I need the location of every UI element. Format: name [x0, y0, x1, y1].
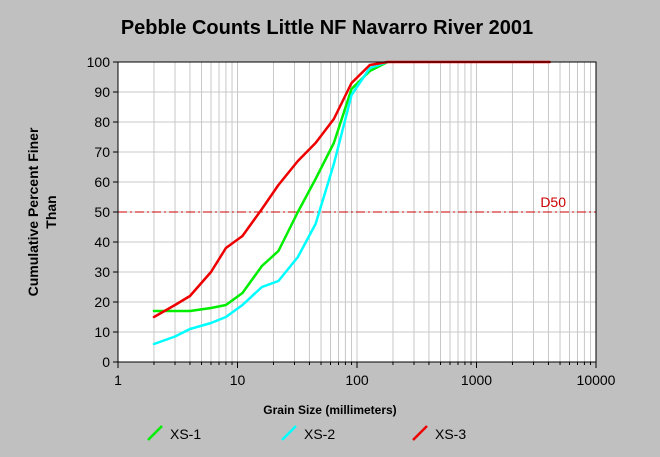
x-axis-label: Grain Size (millimeters): [263, 403, 396, 417]
y-axis-label-line2: Than: [43, 195, 59, 228]
legend-swatch-xs-2: [281, 425, 297, 441]
x-tick-label: 10000: [577, 372, 616, 388]
x-tick-label: 100: [345, 372, 369, 388]
y-tick-label: 30: [94, 264, 110, 280]
x-tick-label: 10: [230, 372, 246, 388]
y-tick-label: 0: [102, 354, 110, 370]
y-tick-label: 100: [87, 54, 111, 70]
legend-swatch-xs-1: [147, 425, 163, 441]
x-tick-label: 1: [114, 372, 122, 388]
legend-label-xs-2: XS-2: [304, 426, 335, 442]
y-tick-label: 10: [94, 324, 110, 340]
legend-label-xs-3: XS-3: [435, 426, 466, 442]
y-axis-label-line1: Cumulative Percent Finer: [25, 127, 41, 296]
y-tick-label: 60: [94, 174, 110, 190]
y-tick-label: 80: [94, 114, 110, 130]
legend-swatch-xs-3: [412, 425, 428, 441]
d50-label: D50: [540, 194, 566, 210]
y-tick-label: 20: [94, 294, 110, 310]
legend-label-xs-1: XS-1: [170, 426, 201, 442]
d50-reference: D50: [118, 194, 596, 213]
y-tick-label: 70: [94, 144, 110, 160]
y-tick-label: 50: [94, 204, 110, 220]
x-tick-label: 1000: [461, 372, 492, 388]
series-lines: [152, 60, 551, 346]
series-line-xs-3: [152, 60, 551, 319]
y-tick-label: 90: [94, 84, 110, 100]
chart-title: Pebble Counts Little NF Navarro River 20…: [121, 17, 533, 39]
series-line-xs-1: [152, 60, 389, 313]
series-line-xs-2: [152, 60, 389, 346]
legend: XS-1 XS-2 XS-3: [147, 425, 466, 442]
y-tick-label: 40: [94, 234, 110, 250]
